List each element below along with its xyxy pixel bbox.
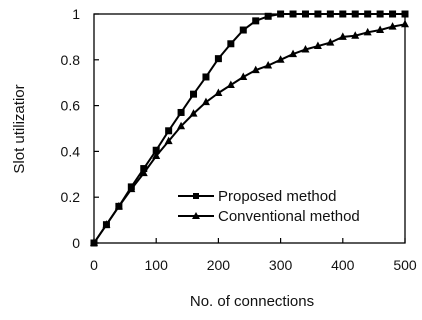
y-tick-label: 0.8: [61, 52, 81, 68]
data-point-proposed: [214, 55, 222, 63]
data-point-proposed: [177, 108, 185, 116]
x-tick-label: 300: [269, 257, 293, 273]
x-tick-label: 200: [207, 257, 231, 273]
plot-frame: [93, 13, 406, 244]
data-point-conventional: [276, 55, 285, 63]
x-axis-title: No. of connections: [190, 293, 314, 310]
data-point-proposed: [227, 40, 235, 48]
data-point-conventional: [226, 80, 235, 88]
legend-marker-conventional: [192, 212, 200, 219]
data-point-proposed: [202, 73, 210, 81]
data-point-conventional: [251, 65, 260, 74]
data-point-conventional: [189, 109, 198, 117]
data-point-proposed: [190, 90, 198, 98]
legend-marker-proposed: [193, 193, 199, 199]
y-axis-title: Slot utilizatior: [11, 84, 28, 173]
legend-label-proposed: Proposed method: [218, 188, 336, 205]
data-point-proposed: [301, 10, 309, 18]
data-point-proposed: [252, 17, 260, 25]
data-point-proposed: [289, 10, 297, 18]
data-point-proposed: [140, 165, 148, 173]
data-point-proposed: [376, 10, 384, 18]
data-point-conventional: [114, 201, 123, 210]
data-point-conventional: [214, 88, 223, 97]
data-point-conventional: [326, 38, 335, 46]
data-point-proposed: [277, 10, 285, 18]
data-point-conventional: [164, 136, 173, 145]
data-point-proposed: [389, 10, 397, 18]
legend: Proposed method Conventional method: [178, 188, 360, 225]
data-point-proposed: [239, 26, 247, 34]
data-point-proposed: [364, 10, 372, 18]
data-point-proposed: [165, 127, 173, 135]
data-point-conventional: [201, 97, 210, 106]
data-point-proposed: [339, 10, 347, 18]
data-point-conventional: [102, 220, 111, 228]
data-point-conventional: [239, 72, 248, 80]
x-tick-label: 500: [393, 257, 417, 273]
data-point-proposed: [314, 10, 322, 18]
data-point-conventional: [289, 49, 298, 58]
x-tick-label: 0: [90, 257, 98, 273]
x-tick-label: 100: [145, 257, 169, 273]
data-point-conventional: [313, 41, 322, 50]
data-point-proposed: [351, 10, 359, 18]
data-point-conventional: [351, 31, 360, 39]
x-axis-ticks: 0 100 200 300 400 500: [90, 238, 417, 273]
y-tick-label: 0.6: [61, 98, 81, 114]
series-layer: [90, 10, 409, 247]
data-point-conventional: [376, 25, 385, 34]
y-axis-ticks: 0 0.2 0.4 0.6 0.8 1: [61, 6, 99, 251]
data-point-conventional: [301, 44, 310, 53]
data-point-proposed: [152, 146, 160, 154]
x-tick-label: 400: [331, 257, 355, 273]
y-tick-label: 1: [72, 6, 80, 22]
data-point-conventional: [127, 184, 136, 193]
y-tick-label: 0.4: [61, 143, 81, 159]
y-tick-label: 0: [72, 235, 80, 251]
data-point-conventional: [264, 61, 273, 69]
data-point-proposed: [401, 10, 409, 18]
data-point-proposed: [326, 10, 334, 18]
y-tick-label: 0.2: [61, 189, 81, 205]
data-point-conventional: [401, 19, 409, 28]
legend-label-conventional: Conventional method: [218, 208, 360, 225]
data-point-conventional: [338, 32, 347, 40]
data-point-conventional: [363, 27, 372, 36]
data-point-conventional: [177, 121, 186, 130]
data-point-conventional: [139, 168, 148, 177]
data-point-conventional: [388, 22, 397, 30]
data-point-conventional: [152, 151, 161, 159]
data-point-proposed: [264, 12, 272, 20]
data-point-conventional: [90, 238, 98, 246]
